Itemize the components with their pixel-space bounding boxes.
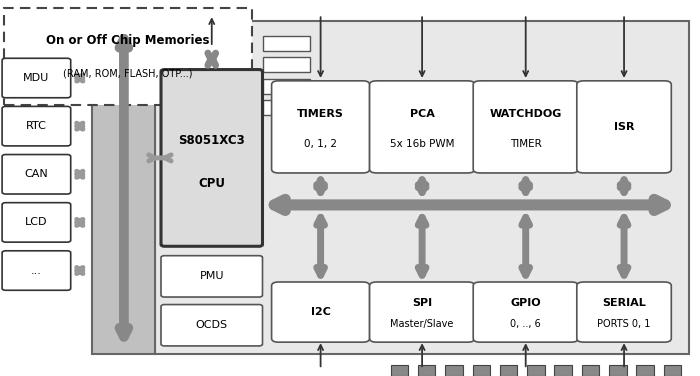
Text: 5x 16b PWM: 5x 16b PWM: [390, 139, 454, 149]
FancyBboxPatch shape: [391, 365, 408, 376]
Text: PCA: PCA: [410, 109, 435, 119]
FancyBboxPatch shape: [473, 282, 578, 342]
Text: S8051XC3: S8051XC3: [178, 134, 245, 147]
Text: MDU: MDU: [23, 73, 50, 83]
FancyBboxPatch shape: [609, 365, 626, 376]
FancyBboxPatch shape: [161, 256, 262, 297]
FancyBboxPatch shape: [445, 365, 463, 376]
FancyBboxPatch shape: [370, 282, 475, 342]
FancyBboxPatch shape: [554, 365, 572, 376]
FancyBboxPatch shape: [577, 81, 671, 173]
Text: PORTS 0, 1: PORTS 0, 1: [597, 319, 651, 329]
Text: GPIO: GPIO: [510, 298, 541, 308]
Text: WATCHDOG: WATCHDOG: [489, 109, 562, 119]
FancyBboxPatch shape: [155, 21, 689, 354]
Text: TIMER: TIMER: [510, 139, 542, 149]
FancyBboxPatch shape: [500, 365, 517, 376]
Text: OCDS: OCDS: [196, 320, 228, 330]
FancyBboxPatch shape: [2, 251, 71, 290]
FancyBboxPatch shape: [636, 365, 654, 376]
FancyBboxPatch shape: [582, 365, 599, 376]
Text: CPU: CPU: [198, 177, 225, 190]
FancyBboxPatch shape: [664, 365, 681, 376]
FancyBboxPatch shape: [527, 365, 545, 376]
Text: SPI: SPI: [412, 298, 432, 308]
FancyBboxPatch shape: [2, 155, 71, 194]
Text: LCD: LCD: [25, 217, 48, 227]
FancyBboxPatch shape: [262, 100, 310, 115]
FancyBboxPatch shape: [2, 106, 71, 146]
Text: 0, 1, 2: 0, 1, 2: [304, 139, 337, 149]
Text: I2C: I2C: [311, 307, 330, 317]
Text: Master/Slave: Master/Slave: [391, 319, 454, 329]
FancyBboxPatch shape: [473, 81, 578, 173]
FancyBboxPatch shape: [161, 305, 262, 346]
Text: 0, .., 6: 0, .., 6: [510, 319, 541, 329]
FancyBboxPatch shape: [370, 81, 475, 173]
Text: PMU: PMU: [199, 271, 224, 281]
FancyBboxPatch shape: [262, 79, 310, 94]
FancyBboxPatch shape: [92, 21, 155, 354]
FancyBboxPatch shape: [262, 36, 310, 51]
FancyBboxPatch shape: [2, 58, 71, 98]
Text: On or Off Chip Memories: On or Off Chip Memories: [46, 34, 209, 47]
Text: CAN: CAN: [25, 169, 48, 179]
FancyBboxPatch shape: [161, 70, 262, 246]
FancyBboxPatch shape: [577, 282, 671, 342]
Text: ISR: ISR: [614, 122, 634, 132]
Text: RTC: RTC: [26, 121, 47, 131]
Text: SERIAL: SERIAL: [602, 298, 646, 308]
FancyBboxPatch shape: [272, 81, 370, 173]
FancyBboxPatch shape: [262, 57, 310, 72]
Text: ...: ...: [31, 265, 42, 276]
Text: (RAM, ROM, FLASH, OTP...): (RAM, ROM, FLASH, OTP...): [63, 68, 193, 78]
FancyBboxPatch shape: [418, 365, 435, 376]
FancyBboxPatch shape: [4, 8, 252, 105]
FancyBboxPatch shape: [2, 203, 71, 242]
FancyBboxPatch shape: [473, 365, 490, 376]
Text: TIMERS: TIMERS: [298, 109, 344, 119]
FancyBboxPatch shape: [272, 282, 370, 342]
